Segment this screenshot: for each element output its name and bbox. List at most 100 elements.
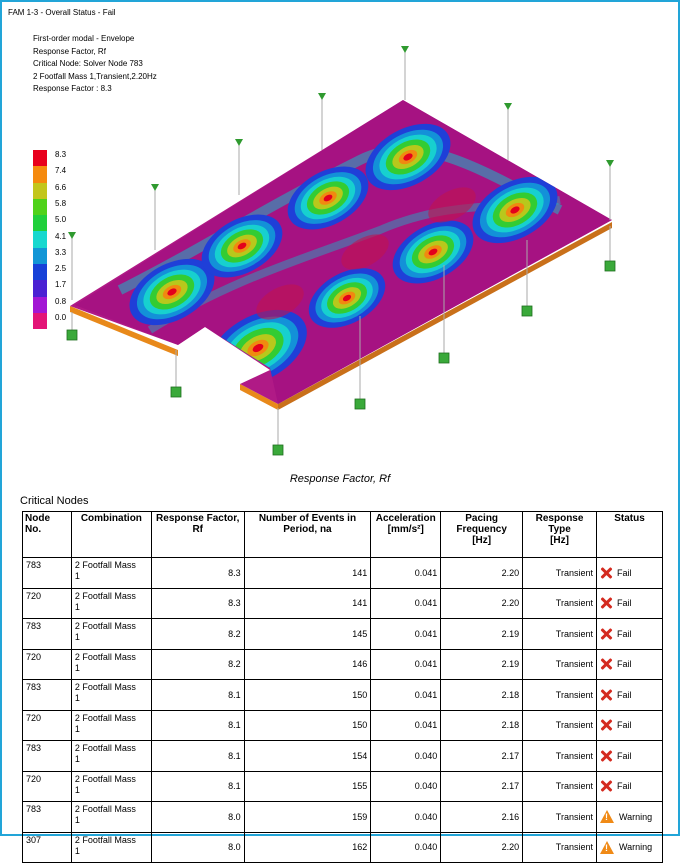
cell-status: ! Warning [595, 801, 664, 833]
cell-events: 141 [243, 557, 372, 589]
support-node-icon [606, 160, 614, 220]
status-label: Fail [616, 628, 632, 639]
cell-pacing-frequency: 2.20 [440, 557, 524, 589]
cell-pacing-frequency: 2.18 [440, 679, 524, 711]
table-row[interactable]: 783 2 Footfall Mass 1 8.2 145 0.041 2.19 Transi… [22, 618, 664, 650]
legend-swatch [33, 231, 47, 248]
legend-label: 2.5 [55, 264, 67, 274]
cell-response-factor: 8.0 [150, 801, 245, 833]
analysis-info: First-order modal - Envelope Response Fa… [33, 33, 157, 96]
cell-response-type: Transient [522, 618, 597, 650]
support-node-icon [438, 265, 450, 364]
slab-edge-front [240, 384, 278, 410]
response-contours [75, 100, 612, 404]
table-row[interactable]: 783 2 Footfall Mass 1 8.1 150 0.041 2.18 Transi… [22, 679, 664, 711]
cell-combination: 2 Footfall Mass 1 [70, 618, 152, 650]
info-line-analysis: First-order modal - Envelope [33, 34, 135, 43]
table-row[interactable]: 783 2 Footfall Mass 1 8.1 154 0.040 2.17 Transi… [22, 740, 664, 772]
support-node-icon [235, 139, 243, 195]
page-title: FAM 1-3 - Overall Status - Fail [8, 8, 116, 17]
cell-status: ! Warning [595, 831, 664, 863]
table-row[interactable]: 307 2 Footfall Mass 1 8.0 162 0.040 2.20 Transi… [22, 831, 664, 863]
status-label: Fail [616, 689, 632, 700]
legend-swatch [33, 247, 47, 265]
legend-color-bar [33, 150, 47, 330]
support-node-icon [272, 408, 284, 456]
header-response-type[interactable]: Response Type [Hz] [522, 511, 597, 558]
header-status[interactable]: Status [595, 511, 664, 558]
cell-pacing-frequency: 2.18 [440, 709, 524, 741]
cell-pacing-frequency: 2.16 [440, 801, 524, 833]
header-events[interactable]: Number of Events in Period, na [243, 511, 372, 558]
cell-status: Fail [595, 648, 664, 680]
legend-swatch [33, 150, 47, 167]
model-caption: Response Factor, Rf [289, 473, 391, 485]
response-hotspot [365, 123, 451, 191]
slab-edge-right [278, 222, 612, 410]
legend-label: 0.0 [55, 313, 67, 322]
legend-label: 3.3 [55, 247, 67, 257]
info-line-critical-node: Critical Node: Solver Node 783 [33, 59, 143, 68]
info-line-result: Response Factor, Rf [33, 46, 106, 56]
header-response-factor[interactable]: Response Factor, Rf [150, 511, 245, 558]
cell-acceleration: 0.040 [370, 831, 442, 863]
cell-node: 307 [22, 831, 72, 863]
cell-node: 783 [22, 557, 72, 589]
table-row[interactable]: 720 2 Footfall Mass 1 8.1 155 0.040 2.17 Transi… [22, 770, 664, 802]
fail-x-icon [600, 628, 612, 640]
cell-acceleration: 0.040 [370, 801, 442, 833]
table-row[interactable]: 720 2 Footfall Mass 1 8.3 141 0.041 2.20 Transi… [22, 587, 664, 619]
response-zone [256, 284, 304, 320]
header-node[interactable]: Node No. [22, 511, 72, 558]
header-acceleration[interactable]: Acceleration [mm/s²] [370, 511, 442, 558]
cell-response-factor: 8.3 [150, 587, 245, 619]
cell-acceleration: 0.041 [370, 679, 442, 711]
support-node-icon [151, 184, 159, 250]
fail-x-icon [600, 689, 612, 701]
status-label: Warning [618, 811, 653, 822]
cell-acceleration: 0.040 [370, 770, 442, 802]
cell-events: 155 [243, 770, 372, 802]
critical-nodes-title: Critical Nodes [20, 495, 89, 507]
cell-response-factor: 8.3 [150, 557, 245, 589]
cell-events: 146 [243, 648, 372, 680]
floor-model-view [66, 46, 616, 456]
legend-swatch [33, 312, 47, 330]
table-row[interactable]: 783 2 Footfall Mass 1 8.3 141 0.041 2.20 Transi… [22, 557, 664, 589]
cell-acceleration: 0.041 [370, 648, 442, 680]
support-node-icon [318, 93, 326, 150]
cell-combination: 2 Footfall Mass 1 [70, 831, 152, 863]
legend-label: 4.1 [55, 231, 67, 241]
legend-swatch [33, 198, 47, 216]
cell-pacing-frequency: 2.19 [440, 648, 524, 680]
cell-combination: 2 Footfall Mass 1 [70, 709, 152, 741]
cell-acceleration: 0.041 [370, 587, 442, 619]
table-row[interactable]: 720 2 Footfall Mass 1 8.1 150 0.041 2.18 Transi… [22, 709, 664, 741]
cell-combination: 2 Footfall Mass 1 [70, 557, 152, 589]
cell-response-type: Transient [522, 679, 597, 711]
table-row[interactable]: 783 2 Footfall Mass 1 8.0 159 0.040 2.16 Transi… [22, 801, 664, 833]
support-node-icon [68, 232, 76, 300]
table-row[interactable]: 720 2 Footfall Mass 1 8.2 146 0.041 2.19 Transi… [22, 648, 664, 680]
cell-combination: 2 Footfall Mass 1 [70, 801, 152, 833]
header-pacing-frequency[interactable]: Pacing Frequency [Hz] [440, 511, 524, 558]
header-combination[interactable]: Combination [70, 511, 152, 558]
warning-triangle-icon: ! [599, 810, 614, 824]
cell-response-factor: 8.1 [150, 740, 245, 772]
fail-x-icon [600, 719, 612, 731]
cell-events: 159 [243, 801, 372, 833]
cell-pacing-frequency: 2.20 [440, 587, 524, 619]
info-line-response-factor: Response Factor : 8.3 [33, 84, 112, 93]
cell-pacing-frequency: 2.17 [440, 740, 524, 772]
cell-response-type: Transient [522, 557, 597, 589]
cell-events: 150 [243, 709, 372, 741]
cell-status: Fail [595, 618, 664, 650]
status-label: Fail [616, 659, 632, 670]
legend-label: 1.7 [55, 280, 67, 290]
cell-response-type: Transient [522, 831, 597, 863]
support-node-icon [604, 226, 616, 272]
cell-combination: 2 Footfall Mass 1 [70, 648, 152, 680]
cell-events: 162 [243, 831, 372, 863]
support-node-icon [401, 46, 409, 100]
legend-label: 7.4 [55, 166, 67, 176]
